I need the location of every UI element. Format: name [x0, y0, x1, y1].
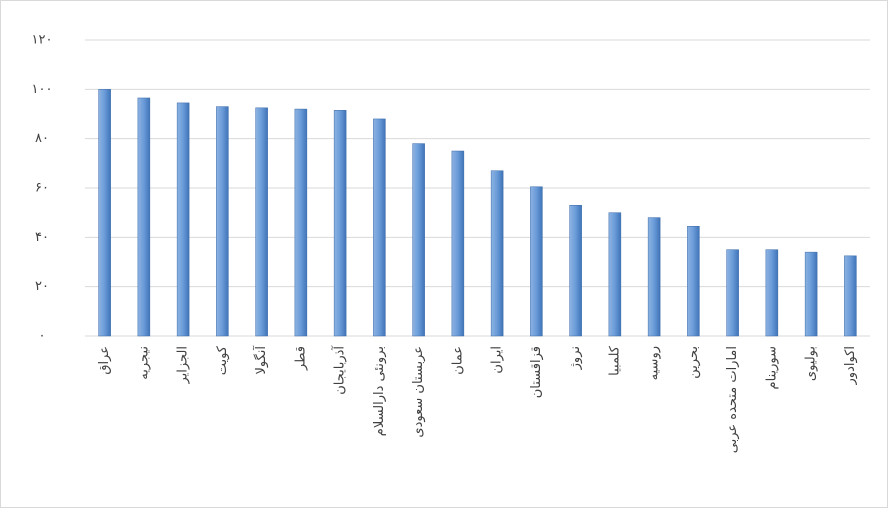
bar: [176, 102, 190, 337]
y-tick-label: ۱۲۰: [32, 33, 53, 48]
y-tick-label: ۸۰: [35, 131, 49, 146]
bar: [294, 108, 308, 337]
bar: [726, 249, 739, 337]
bar: [333, 110, 347, 337]
bar: [608, 212, 622, 337]
x-tick-label: برونئی دارالسلام: [372, 346, 387, 436]
x-tick-label: آذربایجان: [331, 345, 348, 395]
x-tick-label: کویت: [215, 345, 230, 375]
bar: [490, 170, 504, 337]
x-tick-label: آنگولا: [252, 345, 269, 375]
x-tick-label: بحرین: [686, 346, 701, 379]
bar: [844, 255, 857, 337]
x-tick-label: سورینام: [764, 346, 779, 389]
y-tick-label: ۴۰: [35, 230, 49, 245]
x-tick-label: عمان: [450, 346, 465, 375]
bar: [687, 225, 700, 337]
x-tick-label: قطر: [293, 346, 308, 371]
bar: [569, 205, 582, 337]
bar: [255, 107, 268, 337]
x-tick-label: کلمبیا: [607, 345, 622, 376]
x-tick-label: روسیه: [647, 346, 662, 380]
bar: [98, 89, 111, 337]
y-tick-label: ۰: [39, 329, 46, 344]
x-tick-label: قزاقستان: [529, 346, 544, 398]
bar: [451, 150, 465, 337]
x-tick-label: اکوادور: [843, 346, 858, 385]
bar: [765, 249, 779, 337]
x-tick-label: نروژ: [568, 346, 583, 370]
x-tick-label: امارات متحده عربی: [725, 346, 740, 453]
bar: [412, 143, 425, 337]
y-tick-label: ۶۰: [35, 181, 49, 196]
x-tick-label: عراق: [97, 346, 112, 375]
y-tick-label: ۲۰: [35, 279, 49, 294]
x-tick-label: الجزایر: [176, 346, 191, 385]
x-tick-label: نیجریه: [136, 346, 151, 380]
bar: [137, 97, 151, 337]
bar: [373, 118, 386, 337]
x-tick-label: ایران: [490, 346, 505, 374]
bar: [216, 106, 229, 337]
x-tick-label: بولیوی: [804, 346, 819, 381]
bar: [647, 217, 661, 337]
x-tick-label: عربستان سعودی: [411, 346, 426, 438]
bar: [804, 251, 818, 337]
y-tick-label: ۱۰۰: [32, 82, 53, 97]
bar: [530, 186, 543, 337]
